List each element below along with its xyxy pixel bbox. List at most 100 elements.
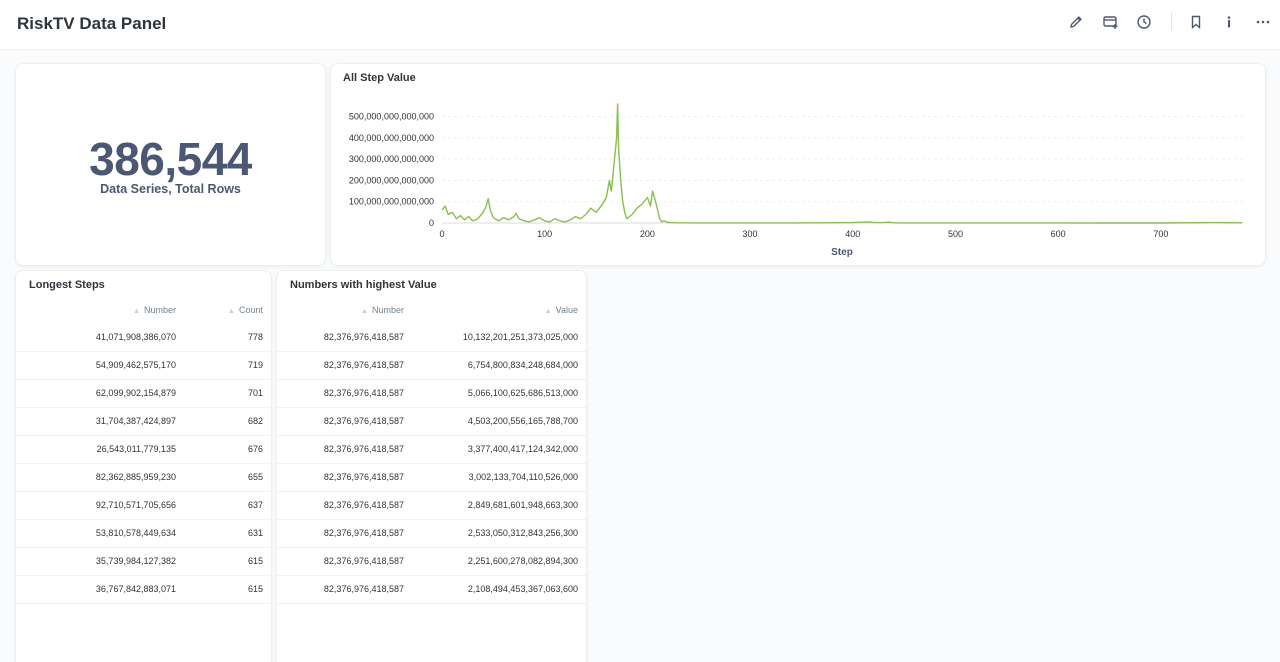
longest-steps-table: ▲ Number ▲ Count 41,071,908,386,070 778 54,9… [16, 297, 271, 604]
table-cell: 82,376,976,418,587 [277, 323, 414, 352]
table-cell: 701 [186, 379, 271, 408]
sort-arrow-icon: ▲ [361, 308, 368, 315]
table-row[interactable]: 82,376,976,418,587 3,002,133,704,110,526,… [277, 463, 586, 492]
table-cell: 676 [186, 435, 271, 464]
table-row[interactable]: 82,362,885,959,230 655 [16, 463, 271, 492]
table-cell: 82,376,976,418,587 [277, 379, 414, 408]
table-row[interactable]: 82,376,976,418,587 2,849,681,601,948,663,… [277, 491, 586, 520]
sort-arrow-icon: ▲ [544, 308, 552, 315]
add-card-icon[interactable] [1100, 12, 1120, 32]
clock-icon[interactable] [1134, 12, 1154, 32]
x-tick-label: 0 [439, 229, 444, 239]
table-cell: 82,376,976,418,587 [277, 351, 414, 380]
table-cell: 41,071,908,386,070 [16, 323, 186, 352]
table-cell: 82,376,976,418,587 [277, 463, 414, 492]
table-cell: 2,108,494,453,367,063,600 [414, 575, 586, 604]
longest-steps-card[interactable]: Longest Steps ▲ Number ▲ Count 41,071,908,… [15, 270, 272, 662]
column-header-value[interactable]: ▲ Value [544, 305, 578, 315]
table-cell: 3,002,133,704,110,526,000 [414, 463, 586, 492]
sort-arrow-icon: ▲ [228, 308, 235, 315]
x-tick-label: 400 [845, 229, 860, 239]
table-cell: 82,376,976,418,587 [277, 547, 414, 576]
info-icon[interactable] [1219, 12, 1239, 32]
table-cell: 615 [186, 547, 271, 576]
table-cell: 2,533,050,312,843,256,300 [414, 519, 586, 548]
table-row[interactable]: 92,710,571,705,656 637 [16, 491, 271, 520]
table-cell: 35,739,984,127,382 [16, 547, 186, 576]
table-cell: 5,066,100,625,686,513,000 [414, 379, 586, 408]
column-header-count[interactable]: ▲ Count [228, 305, 263, 315]
chart-card[interactable]: All Step Value 0 100,000,000,000,000 200,0… [330, 63, 1266, 266]
table-cell: 31,704,387,424,897 [16, 407, 186, 436]
table-cell: 637 [186, 491, 271, 520]
column-header-number[interactable]: ▲ Number [361, 305, 404, 315]
x-tick-label: 200 [640, 229, 655, 239]
more-icon[interactable] [1253, 12, 1273, 32]
y-tick-label: 500,000,000,000,000 [349, 112, 434, 122]
table-cell: 82,376,976,418,587 [277, 575, 414, 604]
table-row[interactable]: 31,704,387,424,897 682 [16, 407, 271, 436]
table-row[interactable]: 53,810,578,449,634 631 [16, 519, 271, 548]
table-cell: 778 [186, 323, 271, 352]
scalar-card[interactable]: 386,544 Data Series, Total Rows [15, 63, 326, 266]
header-divider [1171, 13, 1172, 30]
table-cell: 719 [186, 351, 271, 380]
table-cell: 10,132,201,251,373,025,000 [414, 323, 586, 352]
dashboard-title: RiskTV Data Panel [17, 14, 167, 33]
table-cell: 82,376,976,418,587 [277, 491, 414, 520]
table-row[interactable]: 36,767,842,883,071 615 [16, 575, 271, 604]
table-row[interactable]: 82,376,976,418,587 2,108,494,453,367,063,… [277, 575, 586, 604]
table-cell: 82,376,976,418,587 [277, 435, 414, 464]
table-cell: 631 [186, 519, 271, 548]
pencil-icon[interactable] [1066, 12, 1086, 32]
x-tick-label: 700 [1153, 229, 1168, 239]
table-row[interactable]: 82,376,976,418,587 10,132,201,251,373,025… [277, 323, 586, 352]
table-row[interactable]: 82,376,976,418,587 2,533,050,312,843,256,… [277, 519, 586, 548]
highest-value-card[interactable]: Numbers with highest Value ▲ Number ▲ Valu… [276, 270, 587, 662]
table-row[interactable]: 54,909,462,575,170 719 [16, 351, 271, 380]
series-line [441, 103, 1243, 224]
table-cell: 82,362,885,959,230 [16, 463, 186, 492]
x-axis-label: Step [831, 247, 853, 258]
table-cell: 36,767,842,883,071 [16, 575, 186, 604]
x-tick-label: 500 [948, 229, 963, 239]
sort-arrow-icon: ▲ [133, 308, 140, 315]
table-cell: 682 [186, 407, 271, 436]
table-cell: 54,909,462,575,170 [16, 351, 186, 380]
table-cell: 82,376,976,418,587 [277, 519, 414, 548]
x-tick-label: 100 [537, 229, 552, 239]
table-row[interactable]: 26,543,011,779,135 676 [16, 435, 271, 464]
table-row[interactable]: 82,376,976,418,587 2,251,600,278,082,894,… [277, 547, 586, 576]
table-cell: 4,503,200,556,165,788,700 [414, 407, 586, 436]
table-row[interactable]: 82,376,976,418,587 3,377,400,417,124,342,… [277, 435, 586, 464]
x-axis-ticks: 0 100 200 300 400 500 600 700 [439, 229, 1168, 239]
grid-lines [442, 116, 1243, 224]
line-chart: 0 100,000,000,000,000 200,000,000,000,000 3… [349, 103, 1243, 258]
table-row[interactable]: 82,376,976,418,587 4,503,200,556,165,788,… [277, 407, 586, 436]
highest-value-table: ▲ Number ▲ Value 82,376,976,418,587 10,132,… [277, 297, 586, 604]
table-row[interactable]: 82,376,976,418,587 5,066,100,625,686,513,… [277, 379, 586, 408]
table-row[interactable]: 41,071,908,386,070 778 [16, 323, 271, 352]
column-header-number[interactable]: ▲ Number [133, 305, 176, 315]
y-tick-label: 300,000,000,000,000 [349, 154, 434, 164]
scalar-value: 386,544 [89, 133, 252, 185]
bookmark-icon[interactable] [1186, 12, 1206, 32]
table-cell: 655 [186, 463, 271, 492]
x-tick-label: 600 [1051, 229, 1066, 239]
scalar-label: Data Series, Total Rows [100, 182, 241, 196]
table-cell: 26,543,011,779,135 [16, 435, 186, 464]
table-row[interactable]: 82,376,976,418,587 6,754,800,834,248,684,… [277, 351, 586, 380]
table-cell: 3,377,400,417,124,342,000 [414, 435, 586, 464]
table-cell: 92,710,571,705,656 [16, 491, 186, 520]
highest-value-title: Numbers with highest Value [290, 279, 437, 291]
x-tick-label: 300 [743, 229, 758, 239]
table-cell: 2,251,600,278,082,894,300 [414, 547, 586, 576]
table-cell: 62,099,902,154,879 [16, 379, 186, 408]
longest-steps-title: Longest Steps [29, 279, 105, 291]
table-row[interactable]: 35,739,984,127,382 615 [16, 547, 271, 576]
table-cell: 2,849,681,601,948,663,300 [414, 491, 586, 520]
table-cell: 6,754,800,834,248,684,000 [414, 351, 586, 380]
y-tick-label: 200,000,000,000,000 [349, 175, 434, 185]
table-cell: 615 [186, 575, 271, 604]
table-row[interactable]: 62,099,902,154,879 701 [16, 379, 271, 408]
